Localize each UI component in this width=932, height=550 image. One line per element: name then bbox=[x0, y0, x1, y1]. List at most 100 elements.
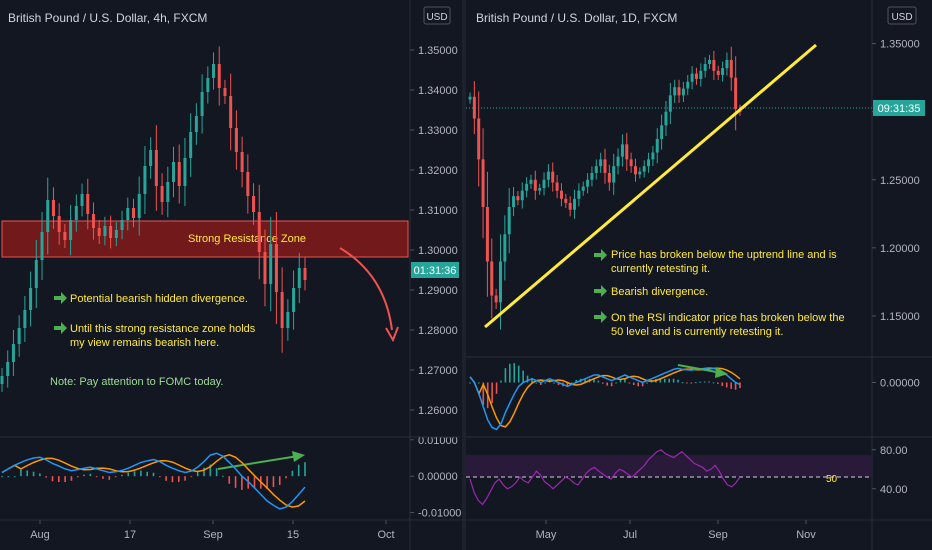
right-candle-body bbox=[507, 207, 511, 235]
uptrend-line[interactable] bbox=[484, 43, 817, 329]
right-candle-body bbox=[481, 159, 485, 208]
svg-text:USD: USD bbox=[426, 12, 447, 23]
left-histogram-bar bbox=[89, 473, 92, 477]
left-signal-line bbox=[1, 454, 306, 508]
left-price-axis[interactable]: 1.35000 1.34000 1.33000 1.32000 1.31000 1.300… bbox=[410, 45, 461, 520]
left-candle-body bbox=[280, 292, 284, 328]
left-candles[interactable] bbox=[0, 46, 307, 392]
left-candle-body bbox=[246, 172, 250, 196]
left-histogram-bar bbox=[7, 476, 10, 478]
right-histogram-bar bbox=[681, 382, 684, 384]
right-candle-body bbox=[546, 171, 550, 180]
left-candle-body bbox=[34, 260, 38, 288]
right-candle-body bbox=[516, 196, 520, 201]
right-time-axis[interactable]: May Jul Sep Nov bbox=[536, 520, 817, 541]
left-histogram-bar bbox=[190, 476, 193, 478]
fomc-note: Note: Pay attention to FOMC today. bbox=[50, 376, 223, 388]
right-histogram-bar bbox=[522, 370, 524, 383]
right-candle-body bbox=[494, 295, 498, 303]
left-candle-body bbox=[17, 328, 21, 344]
right-histogram-bar bbox=[708, 381, 710, 383]
right-candle-body bbox=[690, 73, 694, 82]
right-histogram-bar bbox=[730, 382, 732, 389]
left-candle-body bbox=[229, 96, 233, 128]
left-candle-body bbox=[269, 244, 273, 284]
right-histogram-bar bbox=[531, 378, 533, 383]
right-macd-tick-label: 0.00000 bbox=[880, 378, 920, 390]
right-candle-body bbox=[677, 87, 681, 96]
right-candle-body bbox=[729, 59, 733, 78]
right-histogram-bar bbox=[619, 380, 622, 383]
annotation-text: Bearish divergence. bbox=[611, 286, 708, 298]
left-oscillator[interactable] bbox=[1, 452, 306, 510]
left-price-tick-label: 1.27000 bbox=[418, 365, 458, 377]
left-candle-body bbox=[263, 252, 267, 284]
right-candle-body bbox=[533, 179, 537, 191]
right-histogram-bar bbox=[703, 381, 706, 383]
left-histogram-bar bbox=[297, 464, 300, 477]
left-time-tick-label: Aug bbox=[30, 529, 50, 541]
left-osc-tick-label: -0.01000 bbox=[418, 508, 461, 520]
right-candle-body bbox=[655, 138, 659, 153]
left-candle-body bbox=[274, 244, 278, 292]
annotation-text: Until this strong resistance zone holds bbox=[70, 323, 256, 335]
right-candle-body bbox=[603, 159, 607, 173]
right-candles[interactable] bbox=[468, 46, 742, 330]
right-histogram-bar bbox=[690, 382, 693, 384]
right-histogram-bar bbox=[646, 382, 648, 384]
left-histogram-bar bbox=[45, 476, 47, 478]
right-price-badge: 09:31:35 bbox=[873, 100, 925, 116]
left-histogram-bar bbox=[51, 476, 54, 482]
left-histogram-bar bbox=[241, 476, 243, 490]
left-chart-panel[interactable]: Strong Resistance Zone Potential bearish… bbox=[0, 6, 462, 541]
left-histogram-bar bbox=[222, 475, 224, 477]
green-arrow-icon bbox=[54, 292, 67, 304]
right-candle-body bbox=[542, 179, 546, 188]
right-time-tick-label: Jul bbox=[623, 529, 637, 541]
right-candle-body bbox=[734, 77, 738, 109]
left-histogram-bar bbox=[304, 462, 306, 477]
left-candle-body bbox=[97, 228, 101, 236]
panel-divider[interactable] bbox=[462, 0, 466, 550]
rsi-line bbox=[469, 449, 741, 506]
right-rsi[interactable]: 50 bbox=[466, 449, 872, 506]
green-divergence-arrow-icon bbox=[217, 451, 305, 470]
left-histogram-bar bbox=[152, 472, 155, 477]
annotation-text: currently retesting it. bbox=[611, 263, 710, 275]
left-candle-body bbox=[86, 194, 90, 214]
right-candle-body bbox=[520, 190, 524, 201]
left-time-axis[interactable]: Aug 17 Sep 15 Oct bbox=[30, 520, 395, 541]
rsi-band bbox=[466, 455, 872, 477]
right-candle-body bbox=[721, 68, 725, 75]
right-chart-panel[interactable]: British Pound / U.S. Dollar, 1D, FXCM Pr… bbox=[466, 6, 925, 541]
left-histogram-bar bbox=[291, 470, 294, 477]
right-histogram-bar bbox=[624, 378, 626, 383]
right-candle-body bbox=[555, 182, 559, 191]
annotation-text: On the RSI indicator price has broken be… bbox=[611, 312, 845, 324]
right-candle-body bbox=[564, 198, 568, 203]
right-divergence-arrow-icon bbox=[677, 364, 728, 378]
right-histogram-bar bbox=[482, 382, 485, 405]
right-candle-body bbox=[551, 171, 555, 183]
left-time-tick-label: Sep bbox=[203, 529, 223, 541]
right-candle-body bbox=[673, 87, 677, 96]
green-arrow-icon bbox=[594, 311, 607, 323]
left-currency-button[interactable]: USD bbox=[423, 6, 451, 25]
right-price-tick-label: 1.25000 bbox=[880, 175, 920, 187]
right-candle-body bbox=[699, 70, 703, 80]
right-candle-body bbox=[716, 70, 720, 75]
right-histogram-bar bbox=[739, 382, 741, 389]
right-macd[interactable] bbox=[469, 363, 741, 431]
right-candle-body bbox=[651, 152, 655, 160]
right-candle-body bbox=[620, 144, 624, 157]
left-histogram-bar bbox=[20, 469, 22, 477]
left-candle-body bbox=[149, 150, 153, 166]
right-currency-button[interactable]: USD bbox=[887, 6, 917, 25]
right-candle-body bbox=[712, 59, 716, 71]
right-annotation-1: Price has broken below the uptrend line … bbox=[594, 249, 837, 275]
right-candle-body bbox=[503, 234, 507, 262]
right-histogram-bar bbox=[535, 382, 538, 384]
right-candle-body bbox=[694, 73, 698, 80]
left-candle-body bbox=[131, 208, 135, 218]
